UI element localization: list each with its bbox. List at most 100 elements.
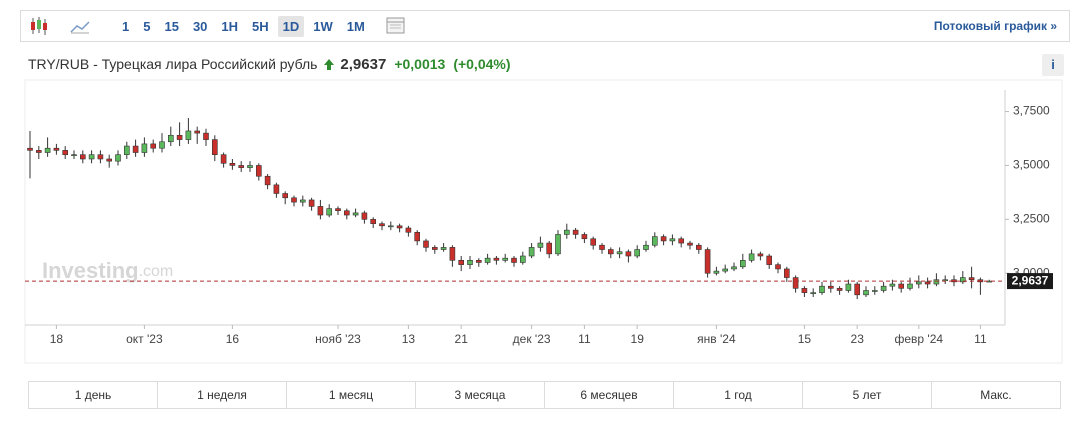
candle-body xyxy=(845,283,852,291)
candle-body xyxy=(27,147,33,151)
candle-body xyxy=(212,139,218,155)
candle-body xyxy=(819,285,825,293)
chart-type-icons xyxy=(31,17,90,35)
candle-body xyxy=(810,292,817,294)
candle-body xyxy=(370,219,377,224)
candle-body xyxy=(88,154,95,160)
last-price-label: 2,9637 xyxy=(1012,273,1049,287)
candle-body xyxy=(282,193,289,199)
candle-body xyxy=(757,253,764,257)
candle-body xyxy=(273,184,280,194)
period-button[interactable]: 6 месяцев xyxy=(545,382,674,408)
change: +0,0013 xyxy=(394,56,446,72)
change-percent: (+0,04%) xyxy=(453,56,511,72)
period-button[interactable]: 1 месяц xyxy=(287,382,416,408)
candle-body xyxy=(775,264,781,270)
candle-body xyxy=(713,270,720,274)
candle-body xyxy=(168,134,174,143)
interval-button[interactable]: 1H xyxy=(221,18,239,34)
x-tick-label: 23 xyxy=(851,332,865,346)
interval-button[interactable]: 1D xyxy=(277,15,305,37)
candle-icon[interactable] xyxy=(37,20,41,29)
candle-body xyxy=(942,279,949,282)
candle-body xyxy=(880,285,887,291)
watermark-domain: .com xyxy=(139,263,174,280)
interval-buttons: 1 5 15 30 1H 5H 1D 1W 1M xyxy=(115,15,372,37)
candle-body xyxy=(229,163,236,166)
x-tick-label: февр '24 xyxy=(895,332,944,346)
line-icon[interactable] xyxy=(70,21,90,33)
interval-button[interactable]: 30 xyxy=(192,18,208,34)
toolbar: 1 5 15 30 1H 5H 1D 1W 1M Потоковый график » xyxy=(20,10,1070,42)
candle-body xyxy=(625,251,632,257)
candle-body xyxy=(572,229,579,235)
candle-body xyxy=(159,141,165,149)
x-tick-label: 11 xyxy=(578,332,591,346)
last-price-badge xyxy=(1007,273,1053,290)
candle-body xyxy=(440,247,447,250)
interval-button[interactable]: 1M xyxy=(346,18,365,34)
candle-body xyxy=(44,147,51,153)
x-tick-label: 19 xyxy=(631,332,645,346)
interval-button[interactable]: 5 xyxy=(143,18,151,34)
candle-body xyxy=(968,277,975,281)
table-icon[interactable] xyxy=(384,14,408,38)
candle-body xyxy=(475,260,482,263)
interval-button[interactable]: 5H xyxy=(252,18,269,34)
candle-icon[interactable] xyxy=(43,23,47,30)
candle-body xyxy=(361,212,368,220)
candle-body xyxy=(132,145,139,153)
candle-body xyxy=(106,158,112,162)
interval-button[interactable]: 1W xyxy=(313,18,333,34)
candle-body xyxy=(115,154,121,162)
candle-body xyxy=(423,240,429,248)
candle-body xyxy=(731,266,737,270)
candle-body xyxy=(555,234,561,255)
period-button[interactable]: 5 лет xyxy=(803,382,932,408)
period-button[interactable]: 1 год xyxy=(674,382,803,408)
info-button[interactable]: i xyxy=(1042,54,1064,76)
candle-body xyxy=(203,132,209,140)
candle-body xyxy=(704,249,711,274)
candle-body xyxy=(511,257,517,263)
period-buttons: 1 день 1 неделя 1 месяц 3 месяца 6 месяцев 1 … xyxy=(28,381,1061,409)
period-button[interactable]: 3 месяца xyxy=(416,382,545,408)
candle-body xyxy=(924,281,931,285)
candle-body xyxy=(959,277,966,283)
candle-body xyxy=(291,197,297,203)
period-button[interactable]: 1 неделя xyxy=(158,382,287,408)
candle-body xyxy=(915,281,922,285)
candle-body xyxy=(379,223,385,227)
x-tick-label: дек '23 xyxy=(513,332,551,346)
candle-body xyxy=(326,208,333,216)
x-tick-label: 21 xyxy=(455,332,469,346)
candle-body xyxy=(449,247,456,261)
candle-body xyxy=(247,165,253,168)
x-tick-label: 18 xyxy=(50,332,64,346)
candle-body xyxy=(607,249,614,255)
candle-body xyxy=(519,255,526,263)
candle-body xyxy=(317,206,324,216)
candle-icon[interactable] xyxy=(31,22,35,30)
x-tick-label: 16 xyxy=(226,332,240,346)
candle-body xyxy=(141,143,148,153)
candle-body xyxy=(836,288,843,291)
candle-body xyxy=(651,236,658,246)
period-button[interactable]: Макс. xyxy=(980,388,1012,402)
candle-body xyxy=(827,285,834,289)
candle-body xyxy=(854,283,861,296)
period-button[interactable]: 1 день xyxy=(29,382,158,408)
candle-body xyxy=(458,260,465,265)
candle-body xyxy=(783,268,790,278)
candle-body xyxy=(792,277,799,289)
candle-body xyxy=(739,260,746,268)
candle-body xyxy=(695,244,702,250)
interval-button[interactable]: 1 xyxy=(122,18,130,34)
candle-body xyxy=(150,143,156,149)
interval-button[interactable]: 15 xyxy=(164,18,179,34)
candle-body xyxy=(194,130,200,134)
candle-body xyxy=(766,255,773,265)
candle-body xyxy=(80,154,86,160)
stream-link[interactable]: Потоковый график » xyxy=(933,19,1057,33)
